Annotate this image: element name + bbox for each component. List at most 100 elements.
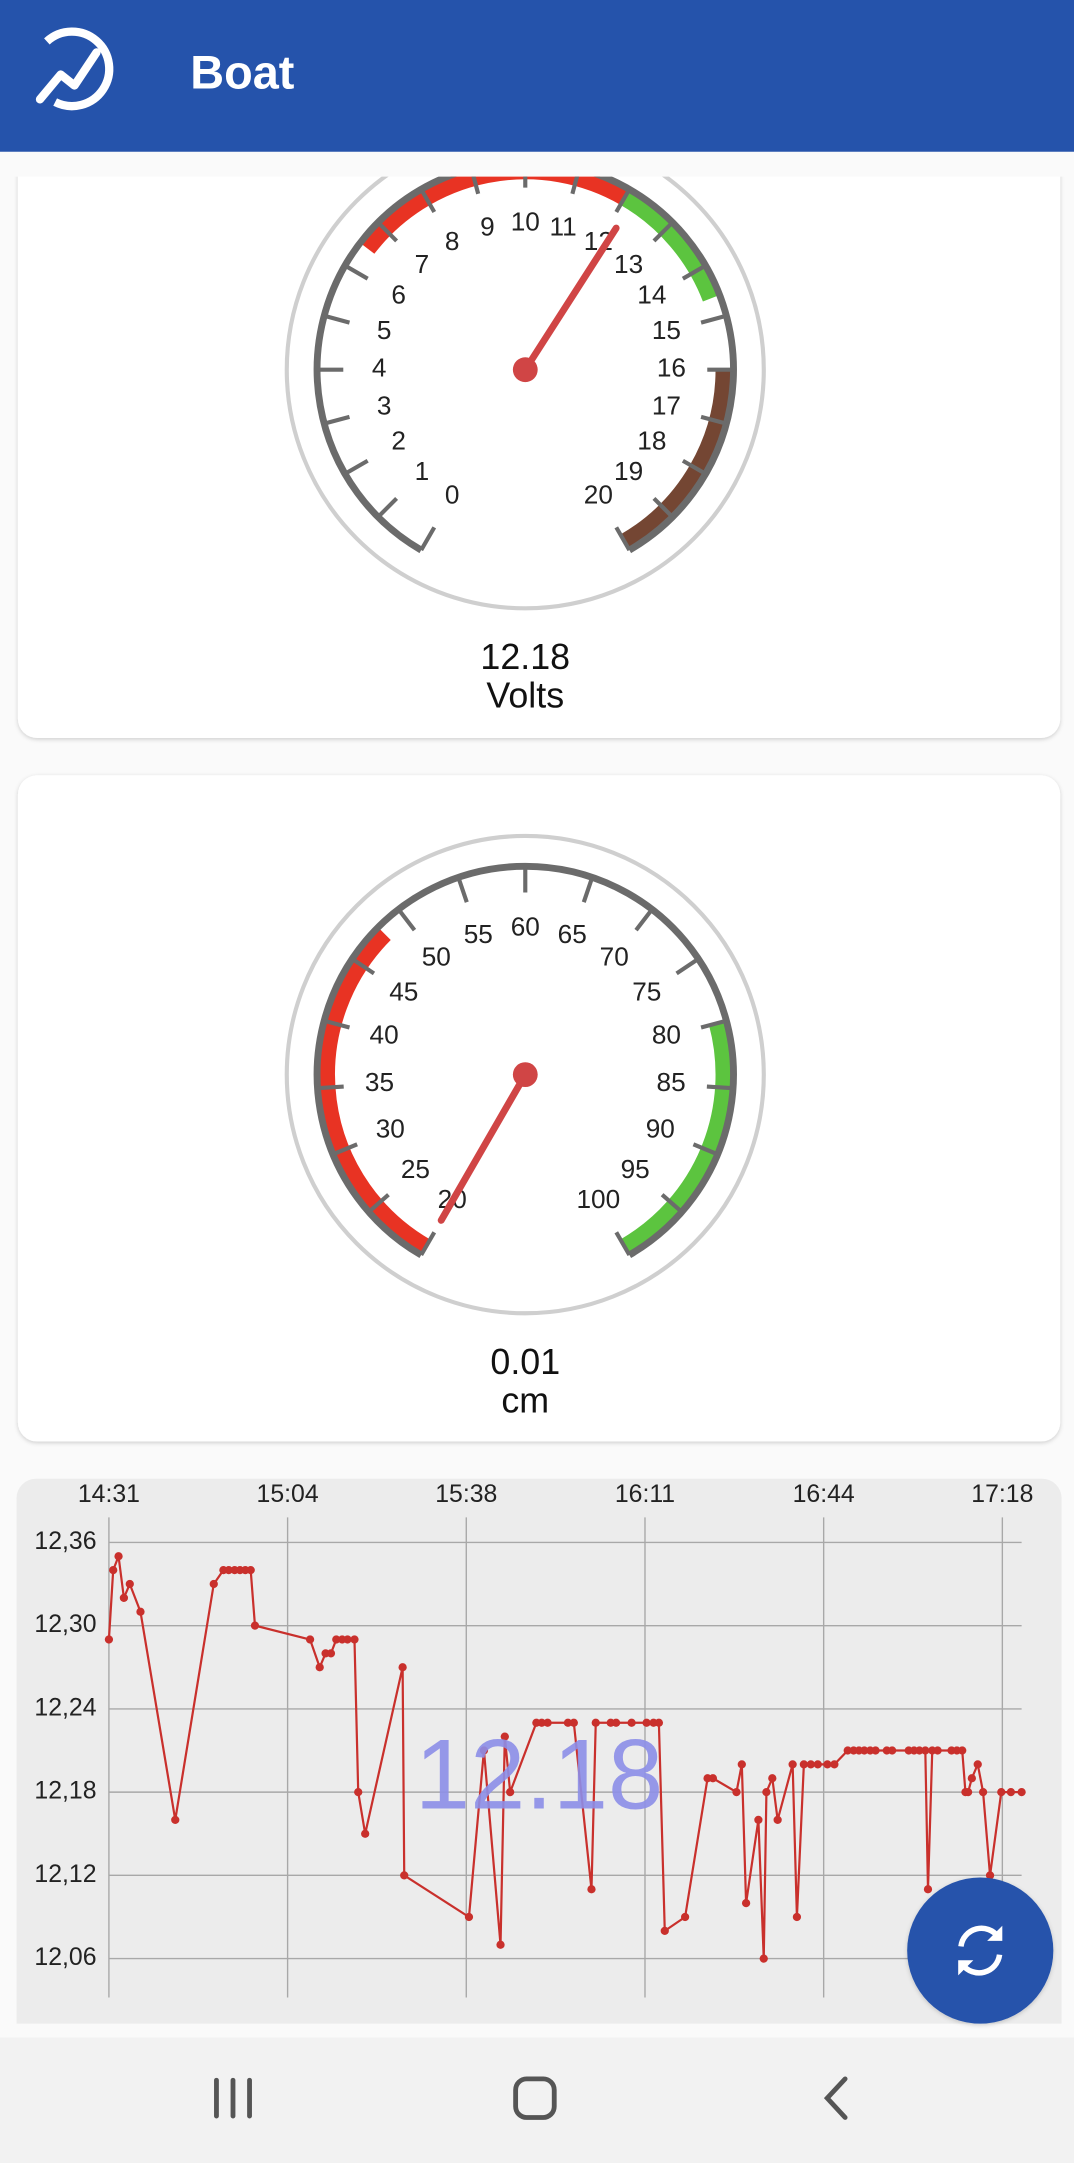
gauge-tick <box>614 1231 632 1257</box>
y-tick-label: 12,18 <box>34 1778 96 1805</box>
data-point <box>104 1635 114 1644</box>
data-point <box>680 1912 690 1922</box>
gauge-tick <box>700 313 727 325</box>
gauge-band <box>361 176 629 254</box>
gauge-tick-label: 3 <box>377 390 392 420</box>
y-tick-label: 12,12 <box>34 1861 96 1888</box>
data-point <box>224 1565 233 1575</box>
gauge-tick <box>376 496 399 519</box>
gauge-tick <box>634 908 654 932</box>
gauge-tick-label: 8 <box>445 226 460 256</box>
nav-recents[interactable] <box>214 2077 252 2119</box>
data-point <box>591 1718 600 1727</box>
gauge-tick <box>396 908 417 932</box>
data-point <box>923 1885 933 1894</box>
gauge-tick <box>581 876 595 903</box>
gauge-tick <box>323 313 351 325</box>
gauge-tick <box>681 458 707 476</box>
gauge-bezel <box>284 176 766 611</box>
gauge-tick-label: 50 <box>422 942 451 972</box>
data-point <box>985 1871 995 1880</box>
data-point <box>823 1760 832 1769</box>
data-point <box>343 1635 352 1644</box>
data-point <box>799 1760 809 1769</box>
data-point <box>973 1760 982 1769</box>
data-point <box>332 1635 341 1644</box>
gauge-tick-label: 85 <box>657 1067 686 1097</box>
data-point <box>250 1621 260 1630</box>
data-point <box>642 1718 651 1727</box>
data-point <box>400 1871 409 1880</box>
gauge-band <box>318 928 431 1254</box>
y-tick-label: 12,24 <box>34 1694 96 1721</box>
refresh-button[interactable] <box>907 1877 1054 2024</box>
gauge-tick-label: 45 <box>389 976 418 1006</box>
gauge-band <box>620 190 719 302</box>
gauge-tick-label: 30 <box>376 1113 405 1143</box>
gauge-tick <box>471 176 481 195</box>
gauge-tick <box>614 188 632 214</box>
gauge-tick-label: 13 <box>614 249 643 279</box>
data-point <box>741 1898 751 1908</box>
x-tick-label: 17:18 <box>971 1481 1033 1508</box>
gauge-tick <box>419 526 437 552</box>
x-tick-label: 16:44 <box>793 1481 855 1508</box>
data-point <box>611 1718 621 1727</box>
data-point <box>136 1607 145 1616</box>
gauge-tick-label: 90 <box>646 1113 675 1143</box>
data-point <box>479 1746 489 1755</box>
nav-home[interactable] <box>513 2076 557 2120</box>
gauge-tick <box>681 263 707 281</box>
nav-back[interactable] <box>823 2076 848 2120</box>
gauge-value: 12.18 <box>480 637 570 677</box>
nav-bar <box>0 2037 1074 2163</box>
data-point <box>963 1787 973 1797</box>
gauge-tick-label: 10 <box>511 206 540 236</box>
gauge-tick-label: 5 <box>377 315 392 345</box>
data-point <box>171 1815 180 1825</box>
data-point <box>109 1565 118 1575</box>
gauge-tick <box>343 263 369 281</box>
gauge-tick-label: 15 <box>652 315 681 345</box>
history-chart: 12,36 12,30 12,24 12,18 12,12 12,06 14:31 15:04… <box>34 1481 1033 1998</box>
data-point <box>660 1926 669 1936</box>
gauge-tick-label: 4 <box>372 353 387 383</box>
data-point <box>915 1746 924 1755</box>
data-point <box>627 1718 636 1727</box>
gauge-tick <box>456 876 469 903</box>
gauge-tick-label: 100 <box>577 1184 621 1214</box>
gauge-tick <box>317 1084 344 1091</box>
gauge-tick-label: 9 <box>480 211 495 241</box>
gauge-rim <box>313 176 737 554</box>
y-tick-label: 12,06 <box>34 1944 96 1971</box>
gauge-tick-label: 35 <box>365 1067 394 1097</box>
gauge-hub <box>512 357 538 383</box>
data-point <box>354 1787 363 1797</box>
refresh-arcs <box>958 1925 1003 1976</box>
data-point <box>933 1746 942 1755</box>
gauge-tick <box>652 220 674 243</box>
gauge-tick-label: 7 <box>415 249 430 279</box>
data-point <box>246 1565 255 1575</box>
gauge-tick <box>692 1142 719 1157</box>
app-icon[interactable] <box>35 27 114 111</box>
fab[interactable] <box>907 1877 1054 2024</box>
data-point <box>737 1760 746 1769</box>
data-point <box>398 1663 407 1672</box>
data-point <box>1006 1787 1016 1797</box>
data-point <box>773 1815 782 1825</box>
data-point <box>500 1732 509 1741</box>
data-point <box>305 1635 315 1644</box>
gauge-tick-label: 2 <box>391 426 406 456</box>
data-point <box>654 1718 664 1727</box>
app-icon-line <box>35 48 101 104</box>
gauge-tick <box>323 1018 351 1030</box>
data-point <box>1017 1787 1026 1797</box>
data-point <box>754 1815 763 1825</box>
data-point <box>315 1663 324 1672</box>
gauge-tick-label: 95 <box>621 1154 650 1184</box>
